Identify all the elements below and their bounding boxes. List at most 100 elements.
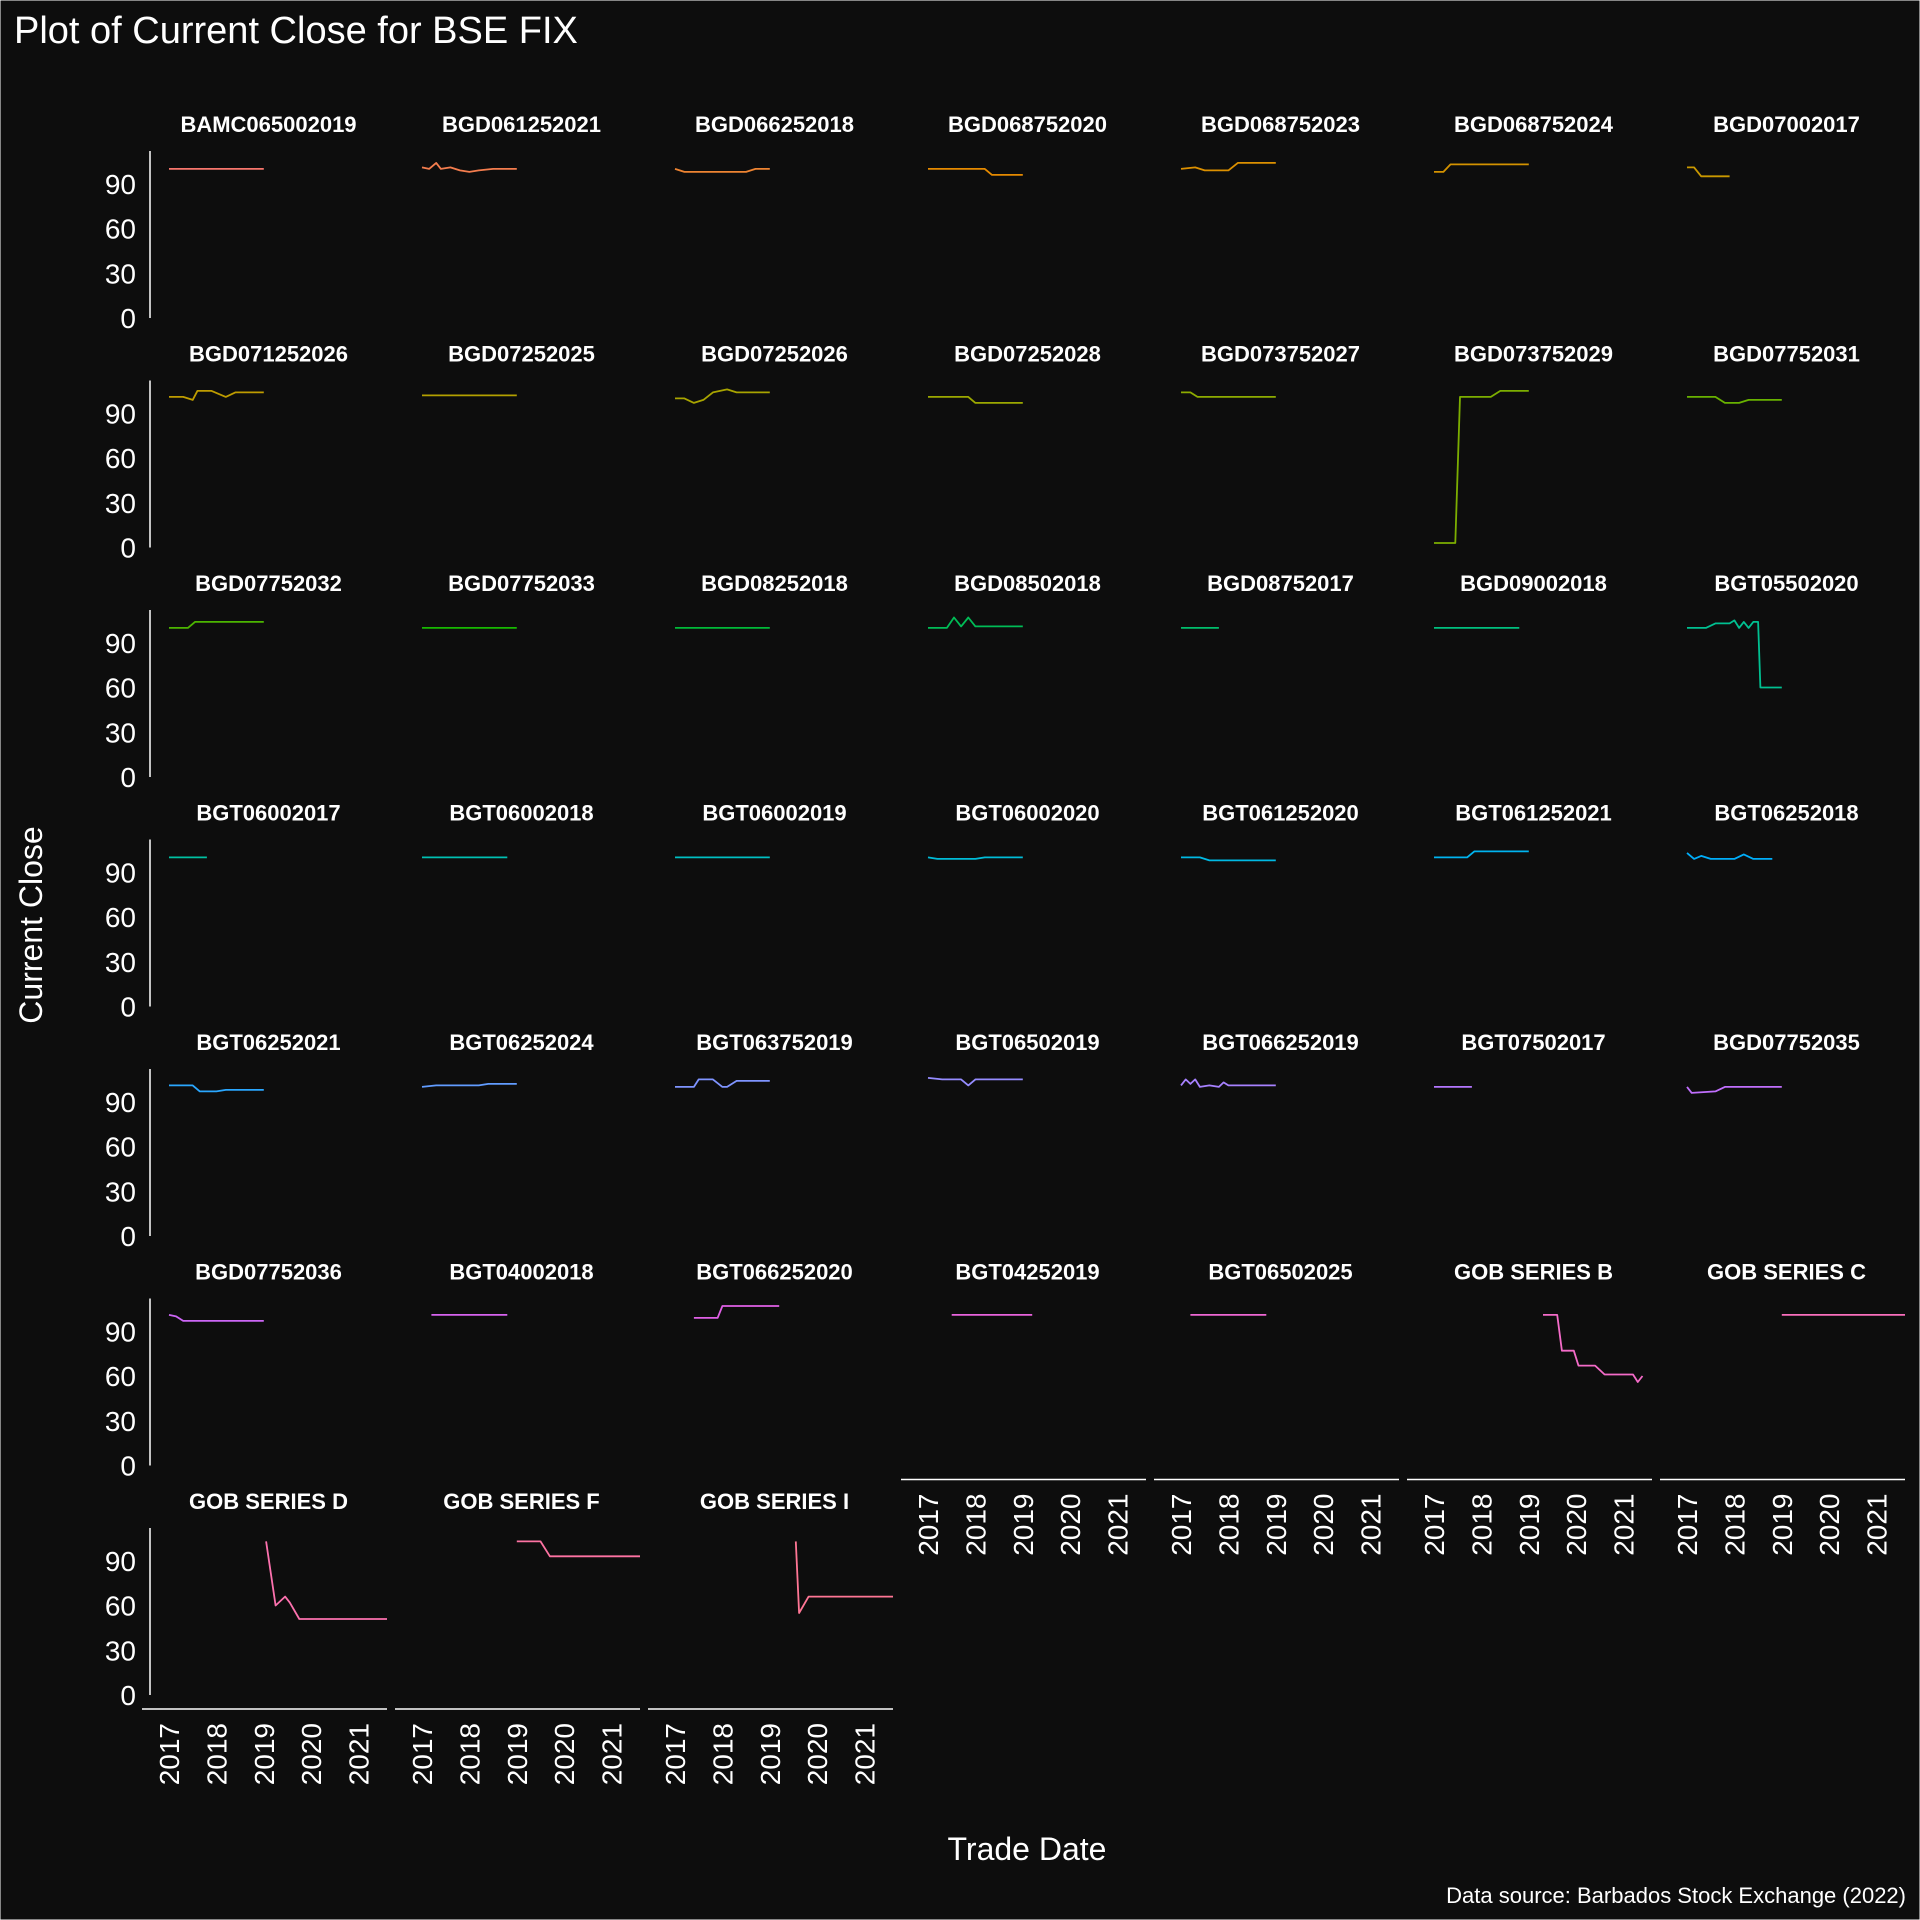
series-line-bgd061252021 <box>421 162 517 173</box>
facet-strip-label: BGD071252026 <box>189 342 348 367</box>
x-tick-label: 2021 <box>1609 1494 1640 1556</box>
facet-panel-bamc065002019: BAMC065002019 0 30 60 90 <box>105 112 357 334</box>
series-line-bgd08502018 <box>928 616 1023 629</box>
y-tick-label: 60 <box>105 1361 136 1392</box>
x-tick-label: 2019 <box>1261 1494 1292 1556</box>
facet-panel-bgt06002017: BGT06002017 0 30 60 90 <box>105 801 341 1023</box>
facet-panel-bgd07752033: BGD07752033 <box>422 571 595 629</box>
y-tick-label: 30 <box>105 488 136 519</box>
y-tick-label: 30 <box>105 1176 136 1207</box>
facet-strip-label: GOB SERIES F <box>443 1489 599 1514</box>
facet-strip-label: BGD073752029 <box>1454 342 1613 367</box>
facet-strip-label: BGT05502020 <box>1714 571 1858 596</box>
facet-strip-label: GOB SERIES D <box>189 1489 348 1514</box>
series-line-bgd07752036 <box>168 1314 264 1322</box>
facet-panel-bgt06002019: BGT06002019 <box>675 801 847 859</box>
facet-strip-label: BGT06002019 <box>702 801 846 826</box>
x-tick-label: 2020 <box>1561 1494 1592 1556</box>
x-tick-label: 2018 <box>960 1494 991 1556</box>
y-tick-label: 0 <box>120 1221 136 1252</box>
series-line-bgt066252020 <box>693 1305 780 1319</box>
facet-panel-gob-series-b: GOB SERIES B 2017 2018 2019 2020 2021 <box>1407 1260 1652 1556</box>
facet-strip-label: BGT061252020 <box>1202 801 1359 826</box>
facet-strip-label: BGD07752036 <box>195 1260 342 1285</box>
facet-strip-label: GOB SERIES B <box>1454 1260 1613 1285</box>
series-line-bgd07752031 <box>1687 396 1782 404</box>
facet-strip-label: BGD07252026 <box>701 342 848 367</box>
facet-panel-bgt06502025: BGT06502025 2017 2018 2019 2020 2021 <box>1154 1260 1399 1556</box>
x-tick-label: 2017 <box>1419 1494 1450 1556</box>
series-line-bgd07752032 <box>169 621 264 629</box>
series-line-bgd068752024 <box>1434 163 1529 173</box>
facet-strip-label: BGD07752033 <box>448 571 595 596</box>
facet-strip-label: BGT06002020 <box>955 801 1099 826</box>
chart-title: Plot of Current Close for BSE FIX <box>14 10 578 52</box>
y-tick-label: 60 <box>105 1132 136 1163</box>
facet-panel-bgd066252018: BGD066252018 <box>674 112 854 173</box>
x-tick-label: 2018 <box>1466 1494 1497 1556</box>
facet-strip-label: BGT066252020 <box>696 1260 853 1285</box>
series-line-bgd066252018 <box>674 168 770 173</box>
facet-strip-label: BGT061252021 <box>1455 801 1612 826</box>
x-tick-label: 2019 <box>1514 1494 1545 1556</box>
facet-strip-label: BGT06002018 <box>449 801 593 826</box>
facet-panel-bgd07752035: BGD07752035 <box>1686 1030 1860 1094</box>
facet-panel-bgd061252021: BGD061252021 <box>421 112 601 173</box>
facet-panel-bgd07252028: BGD07252028 <box>928 342 1101 404</box>
series-line-bgd068752023 <box>1180 162 1276 172</box>
facet-strip-label: BGD068752024 <box>1454 112 1614 137</box>
y-tick-label: 60 <box>105 214 136 245</box>
facet-strip-label: BGD061252021 <box>442 112 601 137</box>
series-line-gob-series-d <box>265 1541 387 1620</box>
y-tick-label: 30 <box>105 947 136 978</box>
facet-panel-bgt066252019: BGT066252019 <box>1180 1030 1359 1088</box>
facet-panel-bgd068752020: BGD068752020 <box>928 112 1107 176</box>
series-line-bgt061252020 <box>1181 856 1276 862</box>
series-line-gob-series-f <box>516 1540 640 1558</box>
x-tick-label: 2018 <box>454 1723 485 1785</box>
x-tick-label: 2019 <box>249 1723 280 1785</box>
facet-strip-label: BAMC065002019 <box>180 112 356 137</box>
facet-strip-label: BGT06502025 <box>1208 1260 1352 1285</box>
facet-strip-label: BGT06252021 <box>196 1030 340 1055</box>
x-tick-label: 2020 <box>1814 1494 1845 1556</box>
facet-strip-label: BGD08252018 <box>701 571 848 596</box>
series-line-bgd07002017 <box>1687 166 1730 178</box>
x-tick-label: 2018 <box>707 1723 738 1785</box>
x-tick-label: 2020 <box>1055 1494 1086 1556</box>
facet-strip-label: BGD08752017 <box>1207 571 1354 596</box>
y-tick-label: 60 <box>105 673 136 704</box>
facet-panel-bgt06502019: BGT06502019 <box>927 1030 1100 1087</box>
y-tick-label: 30 <box>105 258 136 289</box>
facet-panel-bgt061252021: BGT061252021 <box>1434 801 1612 859</box>
series-line-gob-series-b <box>1543 1314 1644 1383</box>
y-tick-label: 0 <box>120 1680 136 1711</box>
y-tick-label: 90 <box>105 628 136 659</box>
x-tick-label: 2019 <box>502 1723 533 1785</box>
facet-panel-bgd07752036: BGD07752036 0 30 60 90 <box>105 1260 342 1482</box>
x-tick-label: 2020 <box>802 1723 833 1785</box>
x-tick-label: 2020 <box>549 1723 580 1785</box>
y-tick-label: 60 <box>105 443 136 474</box>
facet-strip-label: BGT066252019 <box>1202 1030 1359 1055</box>
series-line-bgt06002020 <box>927 856 1023 860</box>
facet-panel-bgd09002018: BGD09002018 <box>1434 571 1607 629</box>
y-tick-label: 90 <box>105 857 136 888</box>
series-line-gob-series-i <box>794 1541 893 1614</box>
x-tick-label: 2020 <box>1308 1494 1339 1556</box>
x-tick-label: 2021 <box>1862 1494 1893 1556</box>
facet-panel-bgd07752031: BGD07752031 <box>1687 342 1860 404</box>
facet-strip-label: BGT06252018 <box>1714 801 1858 826</box>
series-line-bgt06502019 <box>927 1077 1023 1087</box>
facet-strip-label: BGD07752035 <box>1713 1030 1860 1055</box>
y-tick-label: 60 <box>105 1591 136 1622</box>
facet-panel-bgd07752032: BGD07752032 0 30 60 90 <box>105 571 342 793</box>
facet-panel-bgd07002017: BGD07002017 <box>1687 112 1860 178</box>
facet-panel-bgd07252025: BGD07252025 <box>422 342 595 397</box>
series-line-bgd07752035 <box>1686 1086 1782 1094</box>
facet-strip-label: BGT04002018 <box>449 1260 593 1285</box>
x-tick-label: 2018 <box>201 1723 232 1785</box>
x-tick-label: 2018 <box>1719 1494 1750 1556</box>
y-tick-label: 90 <box>105 169 136 200</box>
